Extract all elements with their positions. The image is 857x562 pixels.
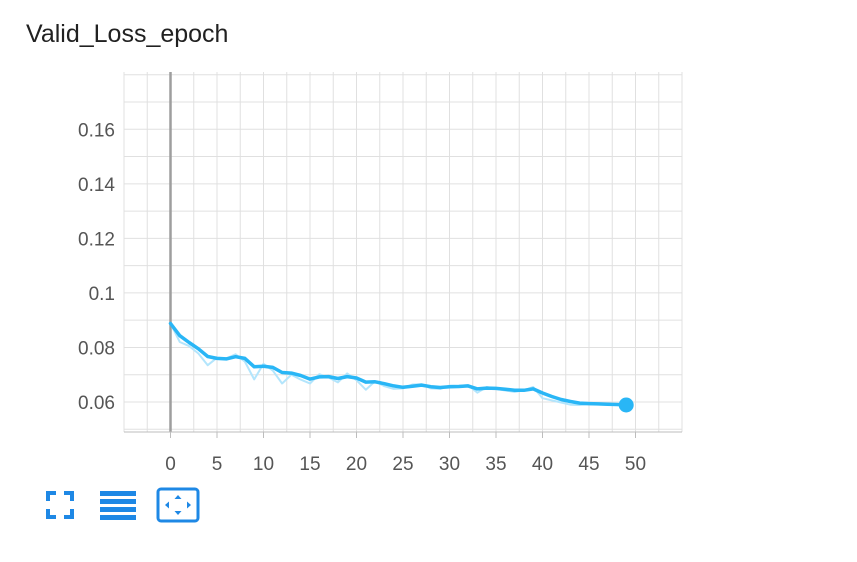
x-tick-label: 35 bbox=[485, 454, 506, 475]
y-tick-label: 0.16 bbox=[78, 120, 115, 141]
x-tick-label: 45 bbox=[578, 454, 599, 475]
x-tick-label: 10 bbox=[253, 454, 274, 475]
line-chart: 0 5 10 15 20 25 30 35 40 45 50 0.06 0.08 0.1 0.12 0.14 0… bbox=[78, 72, 683, 475]
fit-domain-icon bbox=[156, 487, 200, 523]
last-point-marker bbox=[618, 397, 634, 413]
fullscreen-button[interactable] bbox=[38, 487, 82, 523]
tick-labels: 0 5 10 15 20 25 30 35 40 45 50 0.06 0.08 0.1 0.12 0.14 0… bbox=[78, 120, 646, 475]
x-tick-label: 40 bbox=[532, 454, 553, 475]
x-tick-label: 5 bbox=[212, 454, 223, 475]
fullscreen-icon bbox=[46, 491, 74, 519]
chart-toolbar bbox=[38, 487, 216, 523]
x-tick-label: 0 bbox=[165, 454, 176, 475]
smoothed-series-line bbox=[168, 321, 628, 407]
y-tick-label: 0.06 bbox=[78, 393, 115, 414]
data-table-icon bbox=[100, 491, 136, 520]
x-tick-label: 50 bbox=[625, 454, 646, 475]
raw-series-line bbox=[169, 323, 627, 407]
chart-axes bbox=[124, 72, 682, 438]
y-tick-label: 0.08 bbox=[78, 338, 115, 359]
y-tick-label: 0.12 bbox=[78, 229, 115, 250]
fit-domain-button[interactable] bbox=[156, 487, 200, 523]
x-tick-label: 20 bbox=[346, 454, 367, 475]
chart-grid bbox=[123, 72, 683, 432]
x-tick-label: 25 bbox=[392, 454, 413, 475]
x-tick-label: 30 bbox=[439, 454, 460, 475]
data-table-button[interactable] bbox=[96, 487, 140, 523]
x-tick-label: 15 bbox=[299, 454, 320, 475]
y-tick-label: 0.14 bbox=[78, 175, 115, 196]
chart-title: Valid_Loss_epoch bbox=[26, 20, 229, 48]
y-tick-label: 0.1 bbox=[89, 284, 115, 305]
series-lines bbox=[168, 321, 634, 413]
